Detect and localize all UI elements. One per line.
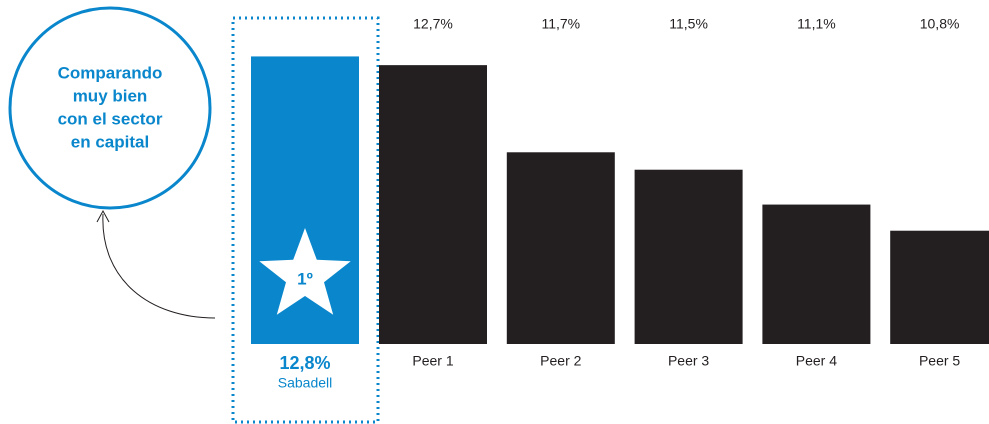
category-label: Peer 1 <box>412 353 453 369</box>
category-label: Peer 2 <box>540 353 581 369</box>
highlight-box <box>231 16 380 424</box>
rank-label: 1º <box>297 269 313 288</box>
arrow <box>102 213 216 319</box>
arrow-head <box>96 209 110 223</box>
value-label: 11,7% <box>541 16 580 32</box>
value-label: 10,8% <box>920 16 960 32</box>
value-label: 12,7% <box>413 16 453 32</box>
value-label: 11,5% <box>669 16 708 32</box>
star <box>259 228 351 315</box>
bar <box>890 230 989 344</box>
annotation-circle <box>8 6 212 210</box>
annotation-line: muy bien <box>73 86 148 105</box>
bar <box>506 152 615 344</box>
category-label: Sabadell <box>278 375 333 391</box>
bar <box>379 65 487 345</box>
bar <box>762 204 871 344</box>
annotation-line: con el sector <box>58 109 163 128</box>
bar <box>634 169 743 344</box>
category-label: Peer 4 <box>796 353 837 369</box>
value-label: 12,8% <box>279 353 330 373</box>
category-label: Peer 5 <box>919 353 960 369</box>
value-label: 11,1% <box>797 16 836 32</box>
category-label: Peer 3 <box>668 353 709 369</box>
annotation-line: en capital <box>71 132 149 151</box>
annotation-line: Comparando <box>58 63 163 82</box>
bar <box>251 56 359 345</box>
